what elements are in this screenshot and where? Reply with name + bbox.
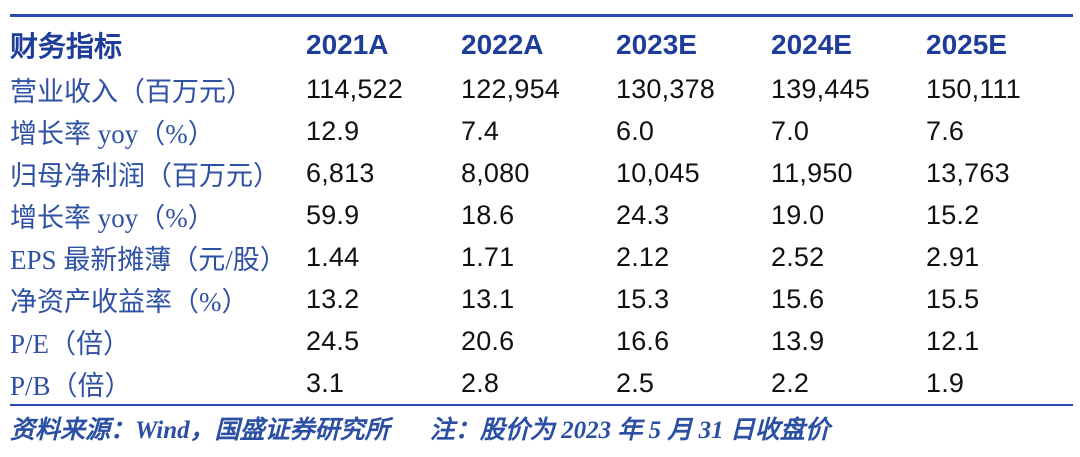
cell-value: 12.9 [306,115,360,146]
cell-value: 1.71 [461,241,515,272]
cell-value: 6,813 [306,157,375,188]
header-year-2025e: 2025E [926,28,1007,60]
row-label: EPS 最新摊薄（元/股） [10,244,287,275]
cell-value: 10,045 [616,157,700,188]
cell-value: 15.2 [926,199,980,230]
cell-value: 18.6 [461,199,515,230]
cell-value: 15.3 [616,283,670,314]
cell-value: 1.44 [306,241,360,272]
table-row-eps: EPS 最新摊薄（元/股） 1.44 1.71 2.12 2.52 2.91 [10,236,1073,278]
cell-value: 2.5 [616,367,655,398]
cell-value: 11,950 [771,157,853,188]
cell-value: 7.4 [461,115,500,146]
cell-value: 6.0 [616,115,655,146]
cell-value: 19.0 [771,199,825,230]
table-row-revenue-growth: 增长率 yoy（%） 12.9 7.4 6.0 7.0 7.6 [10,110,1073,152]
table-header-row: 财务指标 2021A 2022A 2023E 2024E 2025E [10,17,1073,68]
cell-value: 59.9 [306,199,360,230]
header-year-2021a: 2021A [306,28,389,60]
cell-value: 2.52 [771,241,825,272]
table-row-revenue: 营业收入（百万元） 114,522 122,954 130,378 139,44… [10,68,1073,110]
cell-value: 13.2 [306,283,360,314]
cell-value: 7.0 [771,115,810,146]
row-label: 归母净利润（百万元） [10,160,280,191]
cell-value: 122,954 [461,73,560,104]
cell-value: 24.3 [616,199,670,230]
cell-value: 15.5 [926,283,980,314]
row-label: 增长率 yoy（%） [10,202,215,233]
cell-value: 130,378 [616,73,715,104]
table-row-pe: P/E（倍） 24.5 20.6 16.6 13.9 12.1 [10,320,1073,362]
header-year-2022a: 2022A [461,28,544,60]
source-footnote: 资料来源：Wind，国盛证券研究所 注：股价为 2023 年 5 月 31 日收… [10,410,1073,446]
table-row-roe: 净资产收益率（%） 13.2 13.1 15.3 15.6 15.5 [10,278,1073,320]
header-metric-label: 财务指标 [10,30,123,62]
cell-value: 150,111 [926,73,1021,104]
cell-value: 1.9 [926,367,965,398]
row-label: 净资产收益率（%） [10,286,249,317]
cell-value: 13.1 [461,283,515,314]
cell-value: 15.6 [771,283,825,314]
financial-metrics-table: 财务指标 2021A 2022A 2023E 2024E 2025E 营业收入（… [10,14,1073,406]
cell-value: 139,445 [771,73,870,104]
header-year-2024e: 2024E [771,28,852,60]
cell-value: 2.2 [771,367,810,398]
cell-value: 12.1 [926,325,980,356]
cell-value: 2.91 [926,241,980,272]
row-label: P/E（倍） [10,328,131,359]
cell-value: 3.1 [306,367,345,398]
header-year-2023e: 2023E [616,28,697,60]
table-row-net-profit: 归母净利润（百万元） 6,813 8,080 10,045 11,950 13,… [10,152,1073,194]
row-label: 营业收入（百万元） [10,76,253,107]
table-row-profit-growth: 增长率 yoy（%） 59.9 18.6 24.3 19.0 15.2 [10,194,1073,236]
cell-value: 20.6 [461,325,515,356]
cell-value: 16.6 [616,325,670,356]
cell-value: 2.8 [461,367,500,398]
price-note-text: 注：股价为 2023 年 5 月 31 日收盘价 [429,417,830,444]
cell-value: 2.12 [616,241,670,272]
cell-value: 13.9 [771,325,825,356]
row-label: 增长率 yoy（%） [10,118,215,149]
cell-value: 7.6 [926,115,965,146]
cell-value: 8,080 [461,157,530,188]
table-row-pb: P/B（倍） 3.1 2.8 2.5 2.2 1.9 [10,362,1073,404]
cell-value: 13,763 [926,157,1010,188]
cell-value: 24.5 [306,325,360,356]
cell-value: 114,522 [306,73,403,104]
row-label: P/B（倍） [10,370,132,401]
source-text: 资料来源：Wind，国盛证券研究所 [10,417,390,444]
